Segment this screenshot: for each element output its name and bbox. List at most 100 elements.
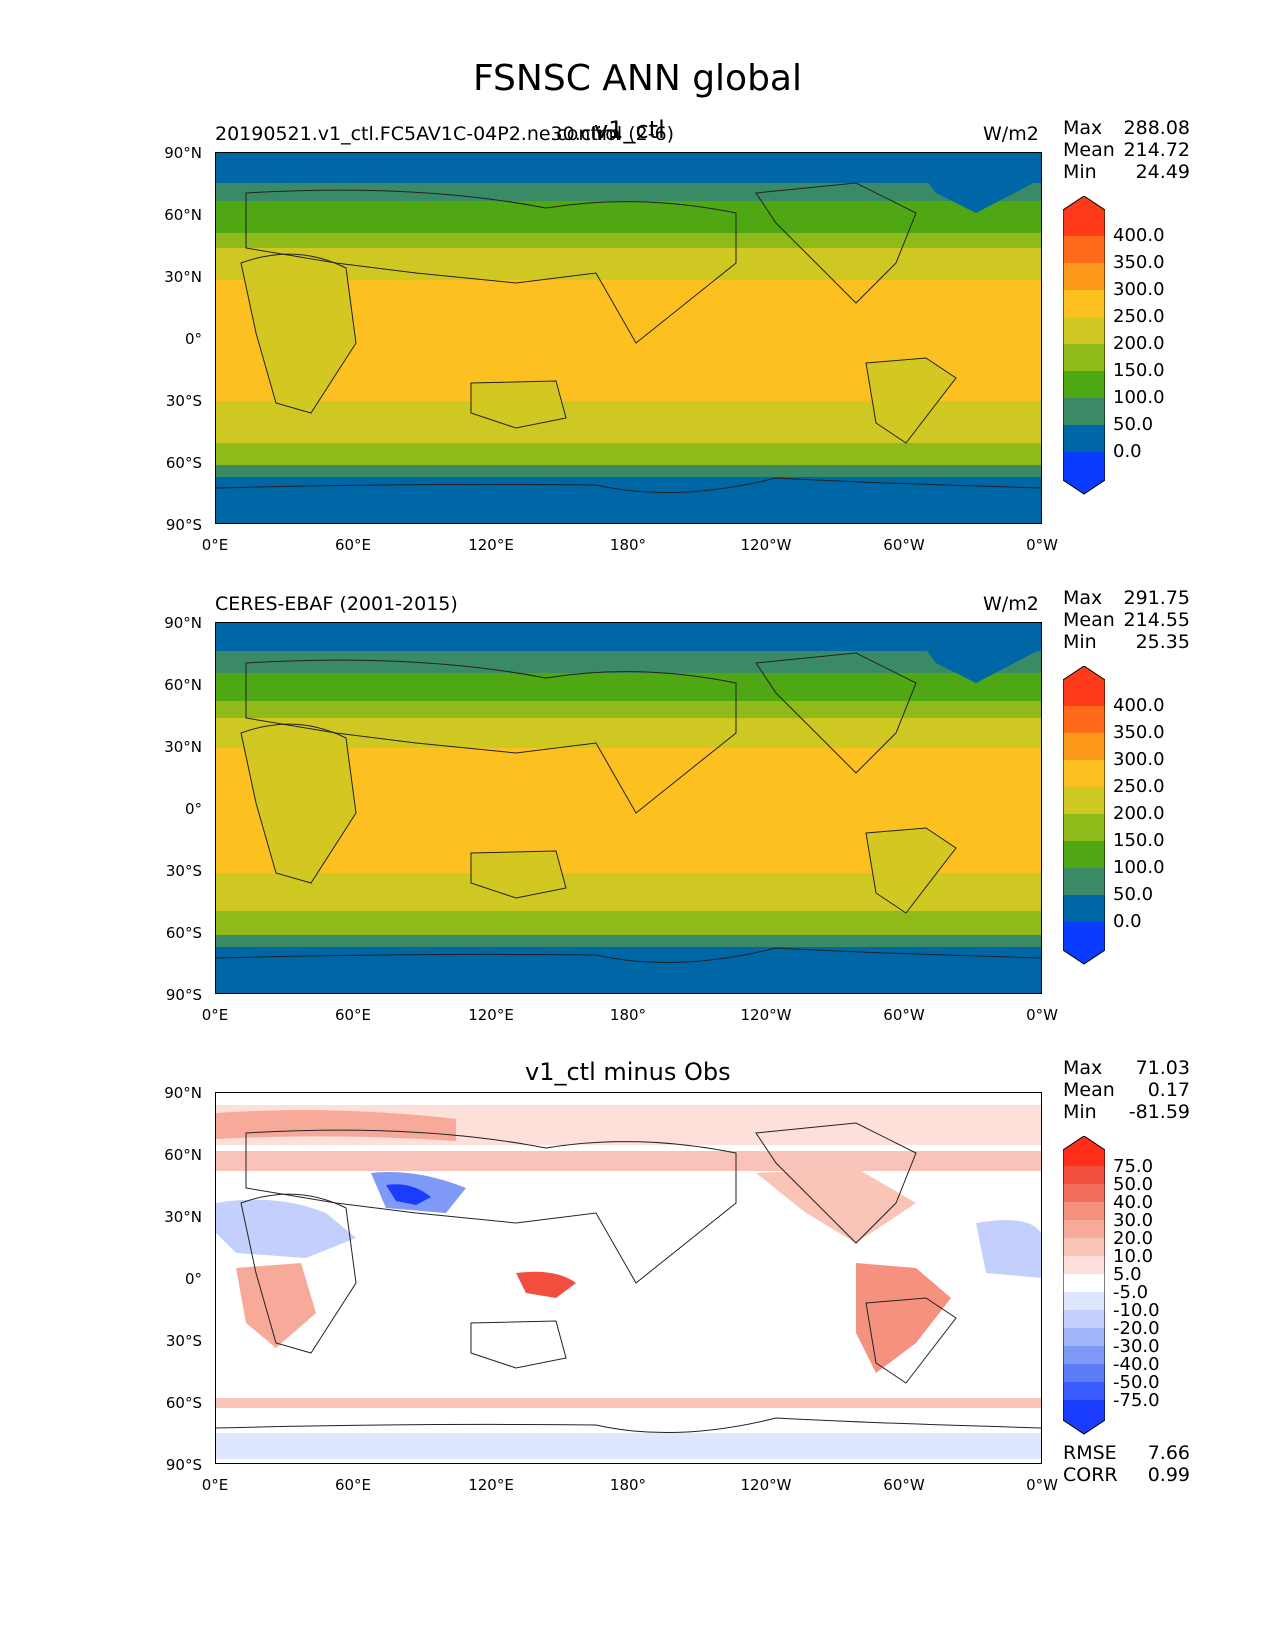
panel-left-title: 20190521.v1_ctl.FC5AV1C-04P2.ne30.climco… (215, 123, 675, 145)
y-tick-label: 90°N (164, 144, 202, 162)
y-tick-label: 90°S (165, 1456, 202, 1474)
y-tick-label: 60°N (164, 676, 202, 694)
y-tick-label: 60°N (164, 206, 202, 224)
x-tick-label: 120°E (468, 1006, 514, 1024)
x-tick-label: 60°E (334, 536, 372, 554)
stat-min-label: Min (1063, 631, 1097, 653)
x-tick-label: 180° (609, 1476, 647, 1494)
stat-min-label: Min (1063, 161, 1097, 183)
x-tick-label: 0°W (1026, 1476, 1058, 1494)
y-tick-label: 0° (184, 800, 202, 818)
colorbar-label: 200.0 (1113, 333, 1165, 354)
x-tick-label: 0°W (1026, 536, 1058, 554)
map-field (216, 153, 1041, 523)
x-tick-label: 60°W (883, 1476, 925, 1494)
units-label: W/m2 (983, 593, 1039, 615)
colorbar-label: 50.0 (1113, 884, 1154, 905)
y-tick-label: 0° (184, 330, 202, 348)
colorbar-label: -20.0 (1113, 1318, 1160, 1339)
colorbar-label: 150.0 (1113, 360, 1165, 381)
stat-max-value: 71.03 (1135, 1057, 1190, 1079)
panel-diff: v1_ctl minus Obs Max 71.03 Mean 0.17 Min… (0, 1050, 1275, 1520)
map-plot (215, 1092, 1042, 1464)
colorbar-label: 250.0 (1113, 306, 1165, 327)
colorbar-label: 30.0 (1113, 1210, 1154, 1231)
stat-max-label: Max (1063, 117, 1103, 139)
x-tick-label: 180° (609, 1006, 647, 1024)
units-label: W/m2 (983, 123, 1039, 145)
colorbar-label: -10.0 (1113, 1300, 1160, 1321)
y-tick-label: 60°S (165, 454, 202, 472)
stat-mean-label: Mean (1063, 1079, 1115, 1101)
colorbar-label: 50.0 (1113, 414, 1154, 435)
stat-mean-label: Mean (1063, 139, 1115, 161)
stat-max-value: 291.75 (1123, 587, 1190, 609)
colorbar-label: 100.0 (1113, 387, 1165, 408)
x-tick-label: 0°E (201, 1476, 229, 1494)
stat-mean-value: 214.55 (1123, 609, 1190, 631)
x-tick-label: 60°E (334, 1006, 372, 1024)
colorbar-label: 250.0 (1113, 776, 1165, 797)
map-field (216, 1093, 1041, 1463)
stat-mean-value: 214.72 (1123, 139, 1190, 161)
x-tick-label: 0°E (201, 1006, 229, 1024)
y-tick-label: 30°S (165, 1332, 202, 1350)
x-tick-label: 60°W (883, 1006, 925, 1024)
colorbar-label: 0.0 (1113, 911, 1142, 932)
colorbar-label: -30.0 (1113, 1336, 1160, 1357)
stat-mean-value: 0.17 (1147, 1079, 1190, 1101)
y-tick-label: 0° (184, 1270, 202, 1288)
colorbar-label: 50.0 (1113, 1174, 1154, 1195)
colorbar-label: 350.0 (1113, 722, 1165, 743)
x-tick-label: 0°W (1026, 1006, 1058, 1024)
y-tick-label: 30°N (164, 268, 202, 286)
colorbar (1063, 1136, 1105, 1435)
y-tick-label: 90°N (164, 614, 202, 632)
corr-label: CORR (1063, 1464, 1118, 1486)
colorbar-label: 100.0 (1113, 857, 1165, 878)
colorbar-label: 300.0 (1113, 749, 1165, 770)
colorbar-label: 350.0 (1113, 252, 1165, 273)
colorbar-label: 75.0 (1113, 1156, 1154, 1177)
x-tick-label: 120°W (740, 1006, 792, 1024)
x-tick-label: 120°E (468, 1476, 514, 1494)
map-plot (215, 152, 1042, 524)
y-tick-label: 90°S (165, 516, 202, 534)
colorbar (1063, 196, 1105, 495)
x-tick-label: 120°E (468, 536, 514, 554)
colorbar-label: -50.0 (1113, 1372, 1160, 1393)
panel-test: 20190521.v1_ctl.FC5AV1C-04P2.ne30.climco… (0, 110, 1275, 570)
map-field (216, 623, 1041, 993)
y-tick-label: 60°S (165, 1394, 202, 1412)
colorbar-label: 0.0 (1113, 441, 1142, 462)
overlap-text: control (556, 123, 623, 145)
figure-title: FSNSC ANN global (472, 58, 802, 99)
panel-left-title: CERES-EBAF (2001-2015) (215, 593, 458, 615)
colorbar-label: 300.0 (1113, 279, 1165, 300)
colorbar-label: 5.0 (1113, 1264, 1142, 1285)
colorbar-label: 10.0 (1113, 1246, 1154, 1267)
panel-center-title: v1_ctl (594, 116, 665, 144)
x-tick-label: 0°E (201, 536, 229, 554)
panel-center-title: v1_ctl minus Obs (525, 1058, 731, 1086)
stat-min-value: 24.49 (1135, 161, 1190, 183)
x-tick-label: 60°W (883, 536, 925, 554)
stat-mean-label: Mean (1063, 609, 1115, 631)
corr-value: 0.99 (1147, 1464, 1190, 1486)
rmse-value: 7.66 (1147, 1442, 1190, 1464)
stat-max-label: Max (1063, 587, 1103, 609)
y-tick-label: 30°S (165, 392, 202, 410)
y-tick-label: 30°S (165, 862, 202, 880)
y-tick-label: 90°S (165, 986, 202, 1004)
x-tick-label: 120°W (740, 1476, 792, 1494)
y-tick-label: 90°N (164, 1084, 202, 1102)
colorbar-label: 40.0 (1113, 1192, 1154, 1213)
y-tick-label: 60°N (164, 1146, 202, 1164)
colorbar-label: 400.0 (1113, 225, 1165, 246)
colorbar-label: -5.0 (1113, 1282, 1149, 1303)
colorbar-label: 400.0 (1113, 695, 1165, 716)
y-tick-label: 30°N (164, 1208, 202, 1226)
map-plot (215, 622, 1042, 994)
colorbar (1063, 666, 1105, 965)
x-tick-label: 120°W (740, 536, 792, 554)
